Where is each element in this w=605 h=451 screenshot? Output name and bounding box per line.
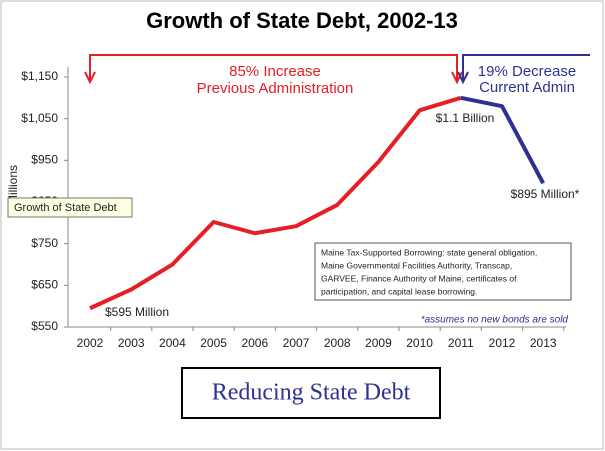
note-line: Maine Tax-Supported Borrowing: state gen… bbox=[321, 247, 537, 257]
x-tick-label: 2004 bbox=[159, 336, 186, 350]
x-tick-label: 2010 bbox=[406, 336, 433, 350]
x-tick-label: 2013 bbox=[530, 336, 557, 350]
series-line bbox=[89, 95, 462, 311]
plot: $550$650$750$850$950$1,050$1,15020022003… bbox=[21, 67, 566, 350]
chart-title: Growth of State Debt, 2002-13 bbox=[146, 8, 458, 33]
x-tick-label: 2003 bbox=[118, 336, 145, 350]
x-tick-label: 2009 bbox=[365, 336, 392, 350]
y-tick-label: $650 bbox=[31, 278, 58, 292]
y-tick-label: $550 bbox=[31, 319, 58, 333]
tooltip: Growth of State Debt bbox=[14, 202, 117, 214]
annotation: 85% Increase bbox=[229, 63, 321, 80]
data-annotation: $595 Million bbox=[105, 305, 169, 319]
x-tick-label: 2011 bbox=[448, 336, 474, 350]
x-tick-label: 2008 bbox=[324, 336, 351, 350]
x-tick-label: 2007 bbox=[283, 336, 310, 350]
y-tick-label: $750 bbox=[31, 236, 58, 250]
data-annotation: $895 Million* bbox=[511, 187, 580, 201]
annotation: 19% Decrease bbox=[478, 63, 576, 80]
y-tick-label: $1,150 bbox=[21, 69, 58, 83]
note-line: participation, and capital lease borrowi… bbox=[321, 286, 477, 296]
footnote: *assumes no new bonds are sold bbox=[421, 315, 569, 326]
annotation: Current Admin bbox=[479, 79, 575, 96]
note-box bbox=[314, 242, 572, 301]
note: Maine Tax-Supported Borrowing: state gen… bbox=[321, 247, 537, 296]
x-tick-label: 2012 bbox=[489, 336, 516, 350]
banner: Reducing State Debt bbox=[212, 380, 411, 406]
decrease-bracket bbox=[457, 54, 590, 85]
data-annotation: $1.1 Billion bbox=[436, 111, 495, 125]
annotation: Previous Administration bbox=[197, 80, 354, 97]
note-line: GARVEE, Finance Authority of Maine, cert… bbox=[321, 273, 517, 283]
x-tick-label: 2005 bbox=[200, 336, 227, 350]
y-tick-label: $1,050 bbox=[21, 111, 58, 125]
y-tick-label: $950 bbox=[31, 153, 58, 167]
banner-box bbox=[181, 367, 441, 419]
tooltip-box bbox=[7, 197, 133, 218]
series-line bbox=[460, 95, 545, 185]
note-line: Maine Governmental Facilities Authority,… bbox=[321, 260, 512, 270]
x-tick-label: 2006 bbox=[241, 336, 268, 350]
x-tick-label: 2002 bbox=[77, 336, 104, 350]
